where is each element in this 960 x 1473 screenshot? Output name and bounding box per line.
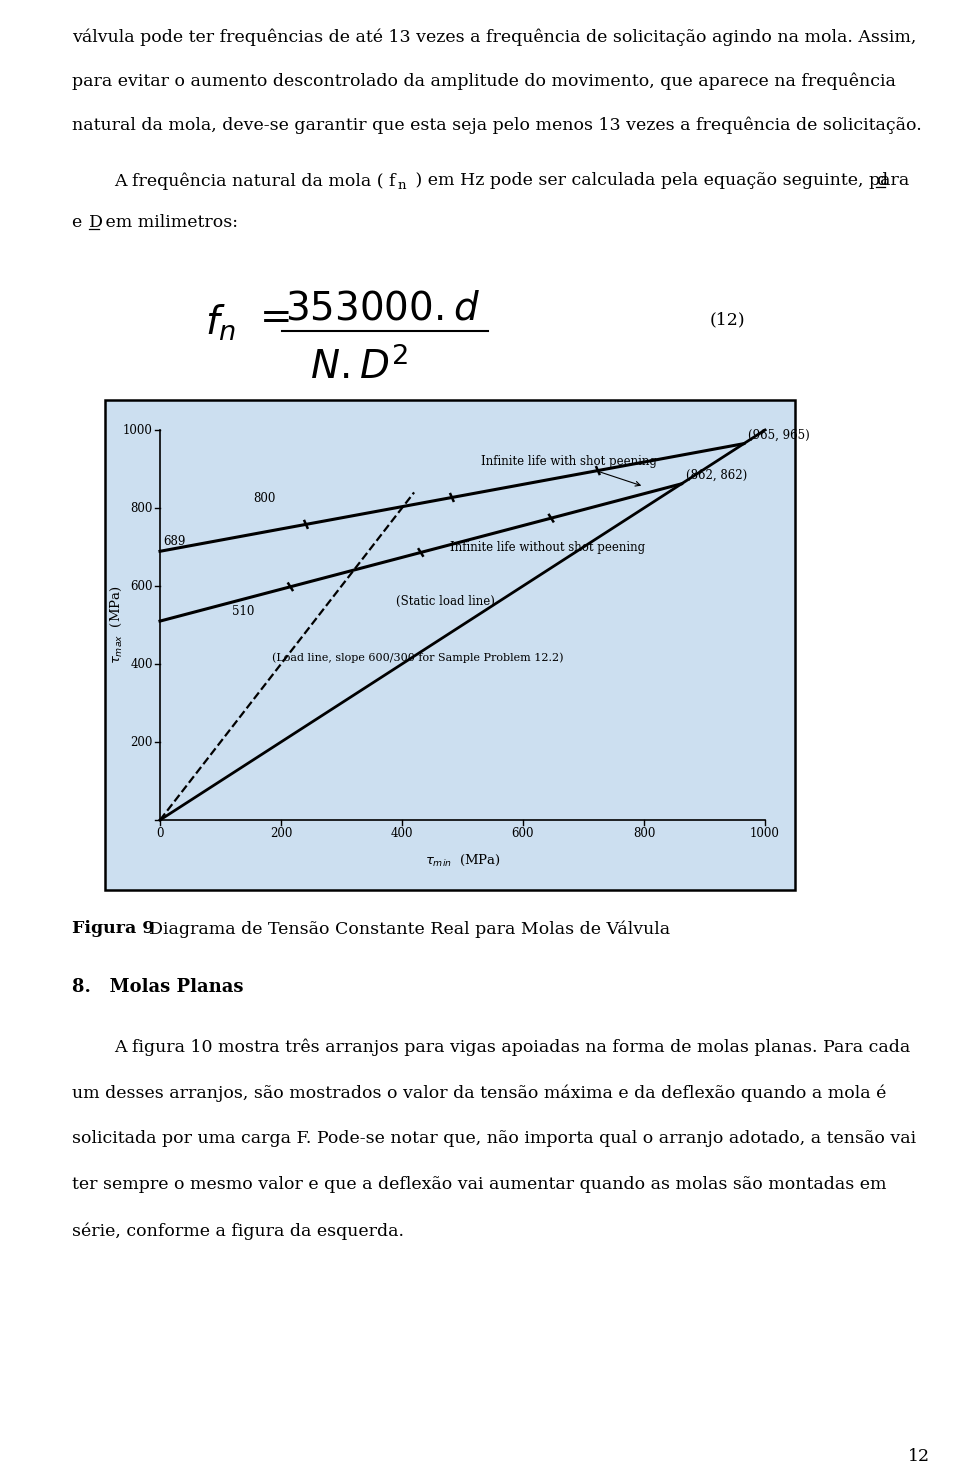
Text: (862, 862): (862, 862) — [685, 468, 747, 482]
Text: 1000: 1000 — [750, 826, 780, 840]
Text: 8.   Molas Planas: 8. Molas Planas — [72, 978, 244, 996]
Text: 600: 600 — [512, 826, 535, 840]
Text: Infinite life with shot peening: Infinite life with shot peening — [481, 455, 657, 486]
Text: 600: 600 — [131, 579, 153, 592]
Text: Diagrama de Tensão Constante Real para Molas de Válvula: Diagrama de Tensão Constante Real para M… — [138, 921, 670, 937]
Text: D: D — [89, 214, 103, 231]
Text: d: d — [876, 172, 887, 189]
Text: A figura 10 mostra três arranjos para vigas apoiadas na forma de molas planas. P: A figura 10 mostra três arranjos para vi… — [114, 1038, 910, 1056]
Text: $\tau_{max}$  (MPa): $\tau_{max}$ (MPa) — [108, 586, 124, 664]
Text: 800: 800 — [633, 826, 655, 840]
Text: $f_n$: $f_n$ — [205, 303, 236, 343]
Text: 800: 800 — [131, 501, 153, 514]
Text: 200: 200 — [270, 826, 292, 840]
Text: Infinite life without shot peening: Infinite life without shot peening — [450, 541, 645, 554]
Text: $353000.d$: $353000.d$ — [285, 290, 480, 327]
Text: (Static load line): (Static load line) — [396, 595, 494, 608]
Text: 200: 200 — [131, 735, 153, 748]
Text: um desses arranjos, são mostrados o valor da tensão máxima e da deflexão quando : um desses arranjos, são mostrados o valo… — [72, 1084, 886, 1102]
Text: em milimetros:: em milimetros: — [100, 214, 238, 231]
Text: (Load line, slope 600/300 for Sample Problem 12.2): (Load line, slope 600/300 for Sample Pro… — [272, 653, 564, 663]
Text: e: e — [72, 214, 87, 231]
Text: ) em Hz pode ser calculada pela equação seguinte, para: ) em Hz pode ser calculada pela equação … — [410, 172, 915, 189]
Text: 689: 689 — [163, 535, 185, 548]
Bar — [105, 401, 795, 890]
Text: 1000: 1000 — [123, 424, 153, 436]
Text: 510: 510 — [231, 605, 254, 619]
Text: $=$: $=$ — [252, 298, 290, 334]
Text: 400: 400 — [391, 826, 413, 840]
Text: série, conforme a figura da esquerda.: série, conforme a figura da esquerda. — [72, 1223, 404, 1239]
Text: A frequência natural da mola ( f: A frequência natural da mola ( f — [114, 172, 396, 190]
Text: válvula pode ter frequências de até 13 vezes a frequência de solicitação agindo : válvula pode ter frequências de até 13 v… — [72, 28, 917, 46]
Text: (12): (12) — [710, 311, 746, 328]
Text: Figura 9: Figura 9 — [72, 921, 155, 937]
Text: n: n — [398, 180, 406, 191]
Text: (965, 965): (965, 965) — [748, 429, 809, 442]
Text: ter sempre o mesmo valor e que a deflexão vai aumentar quando as molas são monta: ter sempre o mesmo valor e que a deflexã… — [72, 1175, 886, 1193]
Text: 0: 0 — [156, 826, 164, 840]
Text: 800: 800 — [253, 492, 276, 505]
Text: natural da mola, deve-se garantir que esta seja pelo menos 13 vezes a frequência: natural da mola, deve-se garantir que es… — [72, 116, 922, 134]
Text: solicitada por uma carga F. Pode-se notar que, não importa qual o arranjo adotad: solicitada por uma carga F. Pode-se nota… — [72, 1130, 916, 1147]
Text: 400: 400 — [131, 657, 153, 670]
Text: $\tau_{min}$  (MPa): $\tau_{min}$ (MPa) — [424, 853, 500, 868]
Text: $N.D^2$: $N.D^2$ — [310, 348, 408, 387]
Text: 12: 12 — [908, 1448, 930, 1466]
Text: para evitar o aumento descontrolado da amplitude do movimento, que aparece na fr: para evitar o aumento descontrolado da a… — [72, 72, 896, 90]
